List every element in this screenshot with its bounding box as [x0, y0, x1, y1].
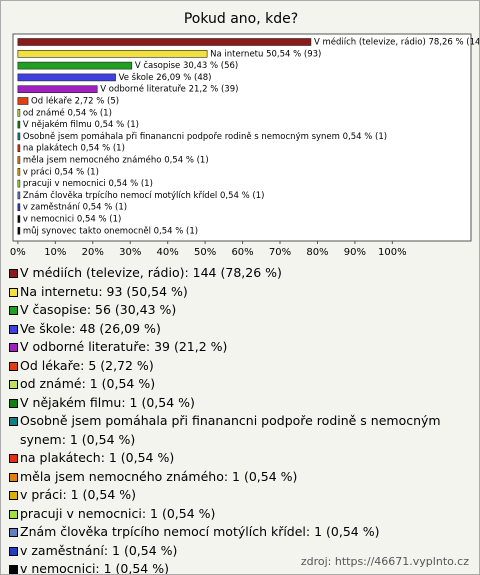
- legend: V médiích (televize, rádio): 144 (78,26 …: [9, 264, 471, 575]
- bar-label: V odborné literatuře 21,2 % (39): [100, 84, 238, 95]
- legend-item: na plakátech: 1 (0,54 %): [9, 449, 471, 468]
- bar-label: na plakátech 0,54 % (1): [23, 144, 125, 154]
- legend-label: Ve škole: 48 (26,09 %): [20, 320, 161, 336]
- bar-label: V médiích (televize, rádio) 78,26 % (144…: [314, 37, 479, 48]
- legend-swatch: [9, 287, 18, 297]
- legend-label: v zaměstnání: 1 (0,54 %): [20, 542, 178, 558]
- legend-item: v nemocnici: 1 (0,54 %): [9, 560, 471, 575]
- legend-label: Na internetu: 93 (50,54 %): [20, 283, 188, 299]
- legend-swatch: [9, 343, 18, 352]
- x-tick-label: 60%: [231, 247, 253, 258]
- bar-label: v práci 0,54 % (1): [23, 167, 99, 177]
- legend-swatch: [9, 417, 18, 426]
- source: zdroj: https://46671.vyplnto.cz: [300, 555, 469, 568]
- legend-item: Na internetu: 93 (50,54 %): [9, 283, 471, 302]
- bar-label: Od lékaře 2,72 % (5): [31, 96, 119, 107]
- x-tick-label: 90%: [344, 247, 366, 258]
- bar-label: pracuji v nemocnici 0,54 % (1): [23, 179, 153, 189]
- legend-item: Od lékaře: 5 (2,72 %): [9, 357, 471, 376]
- x-tick-label: 70%: [269, 247, 291, 258]
- bar-label: v nemocnici 0,54 % (1): [23, 215, 121, 225]
- legend-swatch: [9, 269, 18, 278]
- bar: [17, 38, 312, 46]
- bar: [17, 49, 208, 58]
- bar-label: v zaměstnání 0,54 % (1): [23, 203, 127, 213]
- legend-swatch: [9, 398, 18, 408]
- bar-label: od známé 0,54 % (1): [23, 107, 112, 118]
- legend-label: Od lékaře: 5 (2,72 %): [20, 357, 154, 373]
- x-tick-label: 10%: [44, 247, 66, 258]
- x-tick-label: 50%: [194, 247, 216, 258]
- legend-swatch: [9, 380, 18, 389]
- legend-swatch: [9, 565, 18, 574]
- legend-swatch: [9, 491, 18, 500]
- bar: [17, 73, 116, 82]
- legend-label: v práci: 1 (0,54 %): [20, 487, 136, 502]
- legend-swatch: [9, 472, 18, 482]
- legend-swatch: [9, 528, 18, 537]
- bar: [17, 120, 21, 129]
- legend-label: pracuji v nemocnici: 1 (0,54 %): [20, 505, 216, 521]
- bar-label: můj synovec takto onemocněl 0,54 % (1): [23, 225, 198, 236]
- bar-label: Osobně jsem pomáhala při finanancni podp…: [23, 132, 387, 142]
- bar: [17, 132, 21, 141]
- legend-label: V časopise: 56 (30,43 %): [20, 302, 177, 317]
- legend-label: na plakátech: 1 (0,54 %): [20, 450, 175, 465]
- bar: [17, 97, 29, 105]
- legend-item: V nějakém filmu: 1 (0,54 %): [9, 394, 471, 413]
- legend-label: od známé: 1 (0,54 %): [20, 376, 156, 391]
- bar: [17, 85, 98, 93]
- legend-label: Osobně jsem pomáhala při finanancni podp…: [20, 413, 441, 447]
- legend-swatch: [9, 306, 18, 315]
- x-tick-label: 100%: [378, 247, 407, 258]
- bar: [17, 191, 21, 200]
- chart-title: Pokud ano, kde?: [184, 11, 298, 27]
- legend-swatch: [9, 454, 18, 463]
- legend-item: v zaměstnání: 1 (0,54 %): [9, 542, 471, 561]
- bar-label: V nějakém filmu 0,54 % (1): [23, 119, 139, 130]
- bar-label: Ve škole 26,09 % (48): [119, 72, 212, 83]
- bar: [17, 215, 21, 223]
- x-tick-label: 40%: [157, 247, 179, 258]
- bar: [17, 156, 21, 164]
- chart: Pokud ano, kde? 0% 10% 20% 30% 40% 50% 60% 70% 8…: [10, 11, 479, 258]
- legend-item: pracuji v nemocnici: 1 (0,54 %): [9, 505, 471, 524]
- bar: [17, 109, 21, 117]
- legend-swatch: [9, 509, 18, 519]
- legend-swatch: [9, 546, 18, 556]
- x-tick-label: 80%: [306, 247, 328, 258]
- bar: [17, 203, 21, 211]
- legend-label: V odborné literatuře: 39 (21,2 %): [20, 339, 228, 354]
- legend-label: Znám člověka trpícího nemocí motýlích kř…: [20, 524, 380, 539]
- bar-label: měla jsem nemocného známého 0,54 % (1): [23, 155, 209, 166]
- legend-item: od známé: 1 (0,54 %): [9, 375, 471, 394]
- bar: [17, 61, 133, 70]
- legend-item: měla jsem nemocného známého: 1 (0,54 %): [9, 468, 471, 487]
- x-tick-label: 0%: [10, 247, 26, 258]
- legend-item: V časopise: 56 (30,43 %): [9, 301, 471, 320]
- legend-item: Znám člověka trpícího nemocí motýlích kř…: [9, 523, 471, 542]
- legend-label: měla jsem nemocného známého: 1 (0,54 %): [20, 468, 298, 484]
- x-tick-label: 20%: [82, 247, 104, 258]
- bar: [17, 168, 21, 176]
- legend-item: Osobně jsem pomáhala při finanancni podp…: [9, 412, 471, 449]
- x-tick-label: 30%: [119, 247, 141, 258]
- legend-label: v nemocnici: 1 (0,54 %): [20, 561, 169, 575]
- legend-item: V médiích (televize, rádio): 144 (78,26 …: [9, 264, 471, 283]
- bar: [17, 227, 21, 235]
- legend-item: V odborné literatuře: 39 (21,2 %): [9, 338, 471, 357]
- legend-label: V nějakém filmu: 1 (0,54 %): [20, 394, 195, 410]
- legend-swatch: [9, 361, 18, 371]
- legend-label: V médiích (televize, rádio): 144 (78,26 …: [20, 265, 282, 280]
- bar-label: Na internetu 50,54 % (93): [210, 49, 321, 59]
- legend-swatch: [9, 324, 18, 334]
- legend-item: v práci: 1 (0,54 %): [9, 486, 471, 505]
- bar: [17, 179, 21, 188]
- bar-label: Znám člověka trpícího nemocí motýlích kř…: [23, 190, 265, 201]
- legend-item: Ve škole: 48 (26,09 %): [9, 320, 471, 339]
- bar: [17, 144, 21, 152]
- bar-label: V časopise 30,43 % (56): [135, 60, 238, 71]
